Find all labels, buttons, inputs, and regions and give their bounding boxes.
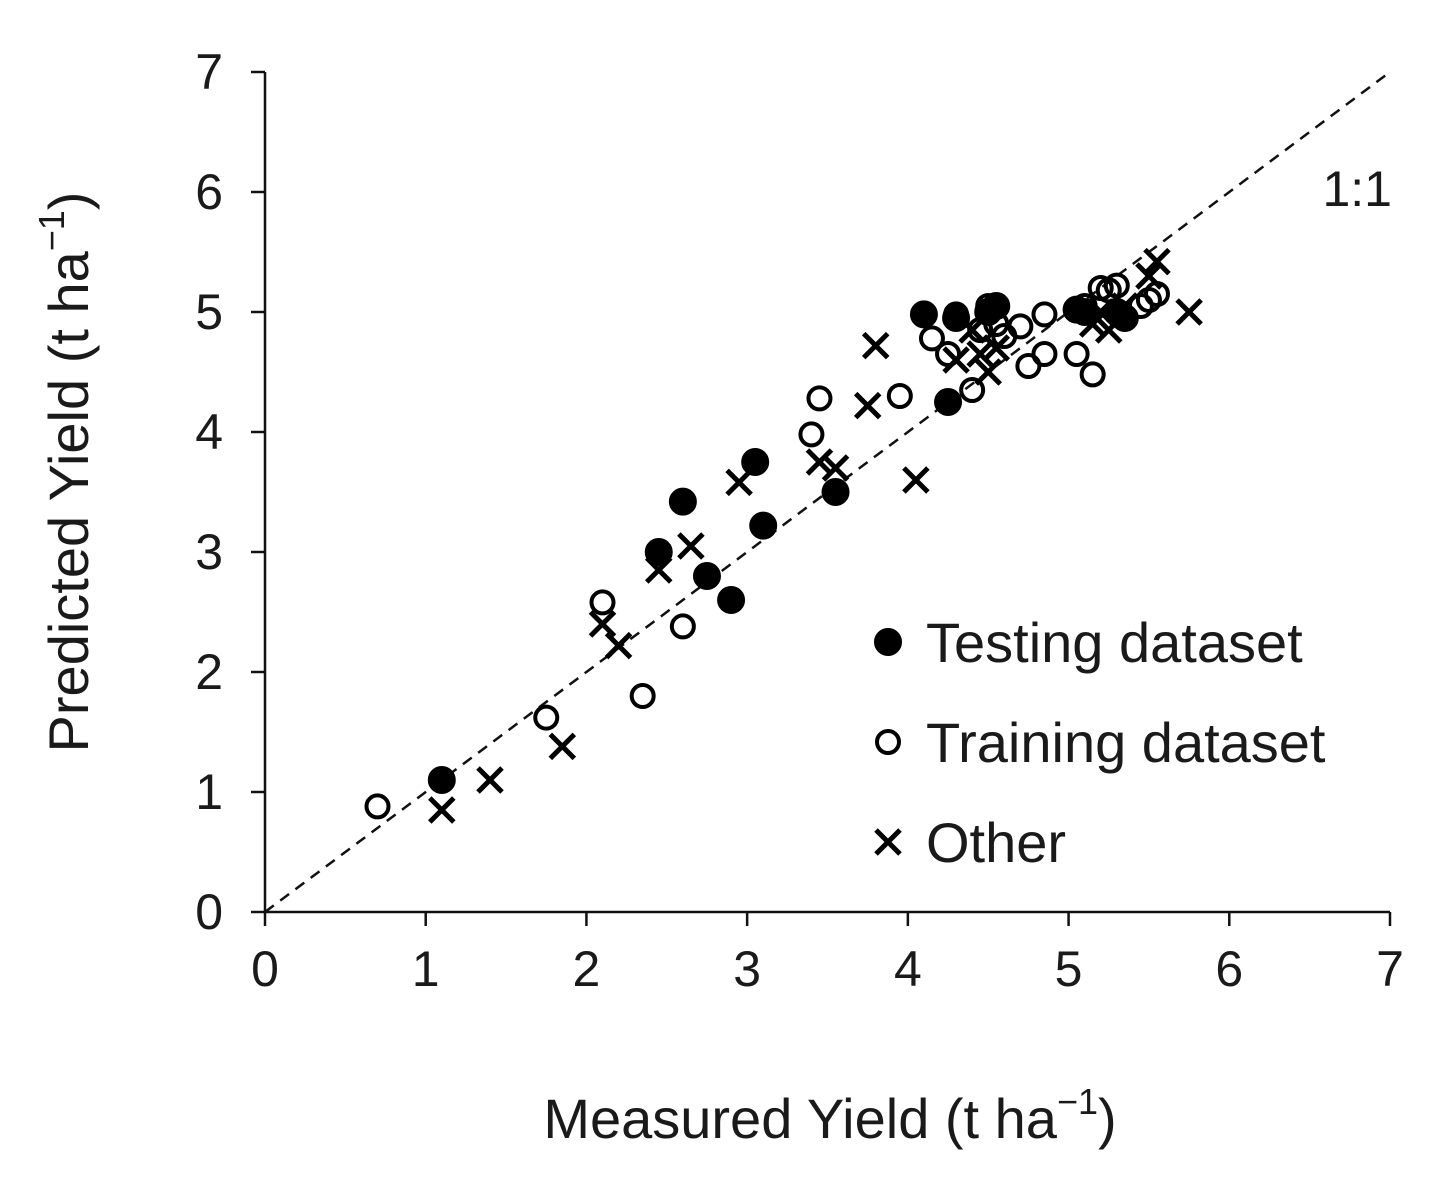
y-axis-title-text: Predicted Yield (t ha bbox=[37, 250, 100, 752]
y-tick-label: 5 bbox=[195, 284, 223, 340]
point-training-dataset bbox=[918, 325, 945, 352]
x-tick-label: 1 bbox=[412, 941, 440, 997]
point-testing-dataset bbox=[821, 478, 850, 506]
point-training-dataset bbox=[1143, 281, 1170, 307]
x-tick-label: 4 bbox=[894, 941, 922, 997]
point-testing-dataset bbox=[934, 388, 963, 416]
point-other bbox=[677, 532, 705, 560]
y-tick-label: 1 bbox=[195, 764, 223, 820]
y-tick-label: 7 bbox=[195, 44, 223, 100]
point-testing-dataset bbox=[1070, 298, 1099, 326]
x-axis-title-text: Measured Yield (t ha bbox=[543, 1087, 1057, 1150]
x-tick-label: 0 bbox=[251, 941, 279, 997]
point-other bbox=[1143, 247, 1171, 276]
point-other bbox=[476, 766, 504, 794]
x-axis-title-superscript: −1 bbox=[1057, 1081, 1098, 1122]
legend-label-other: Other bbox=[926, 811, 1066, 874]
point-training-dataset bbox=[798, 421, 825, 448]
point-other bbox=[725, 468, 753, 497]
legend-marker-training-dataset bbox=[875, 729, 901, 755]
point-other bbox=[428, 796, 456, 824]
point-other bbox=[805, 448, 834, 476]
point-testing-dataset bbox=[717, 586, 746, 614]
x-axis-title-end: ) bbox=[1098, 1087, 1117, 1150]
y-tick-label: 3 bbox=[195, 524, 223, 580]
point-other bbox=[1175, 298, 1203, 326]
point-training-dataset bbox=[1015, 353, 1042, 379]
point-other bbox=[902, 466, 930, 494]
point-training-dataset bbox=[1031, 301, 1058, 328]
point-training-dataset bbox=[1031, 341, 1058, 367]
point-training-dataset bbox=[1063, 341, 1090, 367]
point-testing-dataset bbox=[749, 511, 778, 540]
legend-marker-other bbox=[874, 828, 902, 856]
y-tick-label: 2 bbox=[195, 644, 223, 700]
x-tick-label: 7 bbox=[1376, 941, 1404, 997]
points-layer bbox=[364, 247, 1203, 824]
point-testing-dataset bbox=[427, 766, 456, 794]
point-testing-dataset bbox=[741, 448, 770, 476]
point-training-dataset bbox=[669, 613, 696, 640]
point-testing-dataset bbox=[644, 538, 673, 566]
point-training-dataset bbox=[1007, 313, 1034, 340]
x-tick-label: 5 bbox=[1055, 941, 1083, 997]
point-training-dataset bbox=[1079, 361, 1106, 388]
y-axis-title-end: ) bbox=[37, 192, 100, 211]
point-testing-dataset bbox=[909, 300, 938, 329]
y-tick-label: 6 bbox=[195, 164, 223, 220]
y-axis-title-superscript: −1 bbox=[31, 210, 72, 251]
point-other bbox=[548, 732, 577, 761]
x-tick-label: 2 bbox=[573, 941, 601, 997]
legend-marker-testing-dataset bbox=[874, 628, 902, 656]
point-training-dataset bbox=[935, 341, 962, 367]
point-testing-dataset bbox=[982, 292, 1011, 320]
one-to-one-label: 1:1 bbox=[1322, 161, 1392, 217]
y-tick-label: 4 bbox=[195, 404, 223, 460]
point-training-dataset bbox=[589, 589, 616, 616]
x-axis-title: Measured Yield (t ha−1) bbox=[543, 1081, 1116, 1150]
point-other bbox=[588, 610, 617, 638]
y-axis-title: Predicted Yield (t ha−1) bbox=[31, 192, 100, 753]
ticks-layer: 0 1 2 3 4 5 6 7 0 1 2 3 4 5 6 7 bbox=[195, 44, 1404, 997]
legend: Testing dataset Training dataset Other bbox=[874, 611, 1326, 874]
point-other bbox=[821, 454, 850, 482]
legend-label-training-dataset: Training dataset bbox=[926, 711, 1326, 774]
point-training-dataset bbox=[364, 793, 391, 820]
point-training-dataset bbox=[806, 385, 833, 412]
point-other bbox=[604, 631, 633, 660]
point-testing-dataset bbox=[942, 304, 971, 332]
x-tick-label: 3 bbox=[733, 941, 761, 997]
x-tick-label: 6 bbox=[1215, 941, 1243, 997]
point-training-dataset bbox=[533, 704, 560, 731]
point-other bbox=[966, 340, 994, 368]
point-other bbox=[861, 331, 890, 360]
point-training-dataset bbox=[629, 683, 656, 709]
point-training-dataset bbox=[1103, 272, 1130, 299]
point-testing-dataset bbox=[692, 562, 721, 590]
point-testing-dataset bbox=[668, 487, 697, 516]
point-other bbox=[853, 391, 882, 420]
point-testing-dataset bbox=[1110, 304, 1139, 332]
legend-label-testing-dataset: Testing dataset bbox=[926, 611, 1303, 674]
point-training-dataset bbox=[959, 377, 986, 403]
y-tick-label: 0 bbox=[195, 884, 223, 940]
point-training-dataset bbox=[886, 383, 913, 409]
axes-layer bbox=[263, 72, 1390, 914]
